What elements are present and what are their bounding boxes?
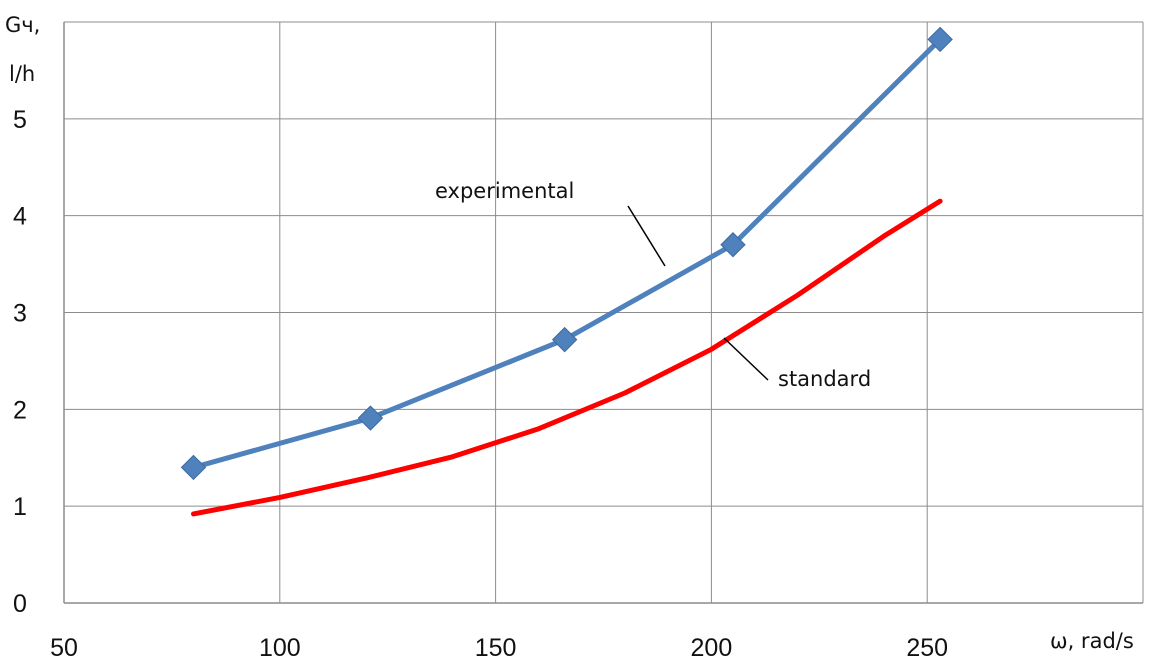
experimental-data-point — [551, 326, 578, 353]
grid-lines — [63, 21, 1144, 604]
experimental-leader-line — [627, 205, 666, 267]
standard-series-label: standard — [778, 367, 871, 391]
x-tick-label: 250 — [906, 634, 948, 661]
x-tick-label: 200 — [691, 634, 733, 661]
experimental-data-point — [357, 405, 384, 431]
x-tick-label: 50 — [50, 634, 78, 661]
experimental-series-line — [190, 36, 943, 470]
standard-leader-line — [723, 337, 769, 381]
experimental-data-point — [927, 26, 953, 53]
y-axis-label-symbol: Gч, — [5, 13, 40, 37]
x-tick-label: 150 — [475, 634, 517, 661]
standard-series-line — [190, 198, 943, 517]
y-tick-labels: 0 1 2 3 4 5 — [13, 106, 27, 618]
y-tick-label: 5 — [13, 106, 27, 134]
y-tick-label: 2 — [13, 396, 27, 424]
y-tick-label: 3 — [13, 300, 27, 328]
experimental-data-point — [180, 454, 207, 481]
x-axis-label: ω, rad/s — [1050, 629, 1134, 653]
series-group — [180, 26, 953, 517]
y-axis-label-unit: l/h — [9, 62, 35, 86]
y-tick-label: 4 — [13, 203, 27, 231]
x-tick-label: 100 — [259, 634, 301, 661]
experimental-data-point — [720, 232, 746, 258]
y-tick-label: 0 — [13, 590, 27, 618]
x-tick-labels: 50 100 150 200 250 — [50, 634, 948, 661]
experimental-series-label: experimental — [435, 179, 574, 203]
y-tick-label: 1 — [13, 493, 27, 521]
